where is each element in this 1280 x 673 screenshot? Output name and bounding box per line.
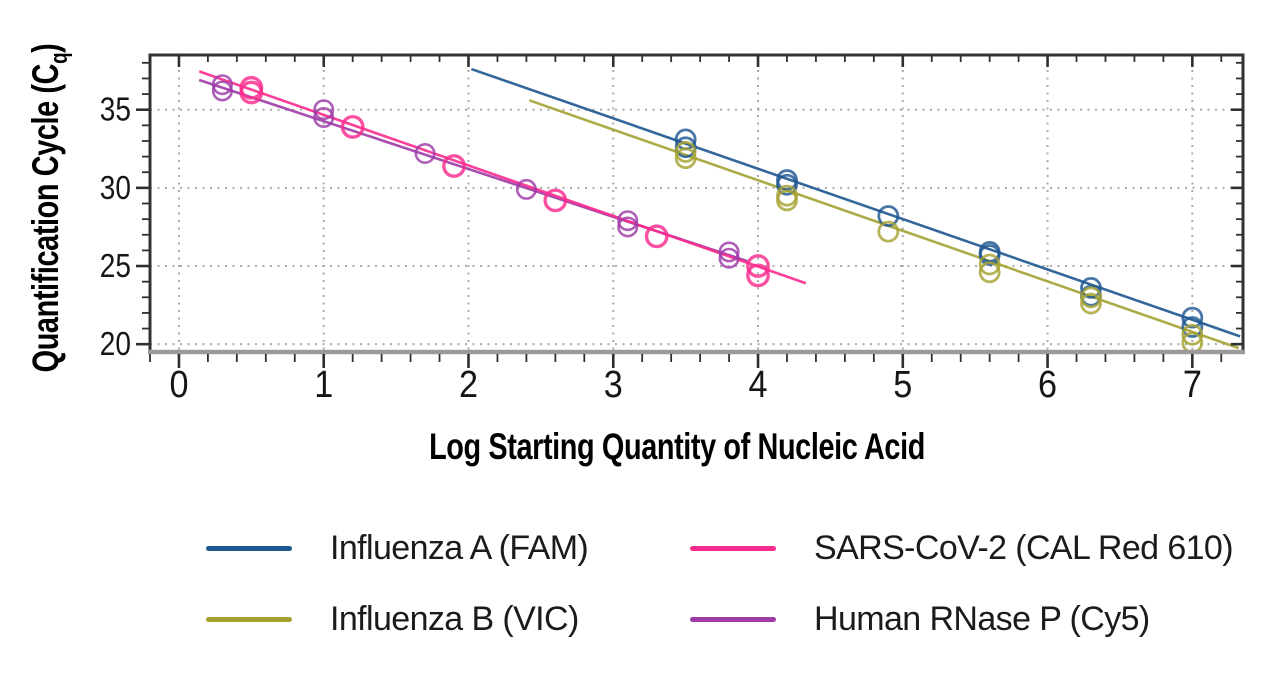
trend-lines	[198, 67, 1241, 350]
data-point	[313, 99, 335, 121]
data-point	[1080, 292, 1102, 315]
data-point	[1181, 316, 1204, 338]
data-point	[776, 173, 798, 196]
x-tick-label: 5	[893, 362, 912, 405]
data-point	[877, 220, 900, 243]
data-point	[978, 244, 1001, 266]
gridlines	[150, 55, 1243, 352]
data-point	[776, 189, 798, 212]
data-point	[211, 74, 233, 96]
y-tick-label: 25	[100, 248, 131, 285]
x-tick-label: 1	[314, 362, 333, 405]
data-point	[515, 178, 537, 200]
y-axis-title: Quantification Cycle (Cq)	[26, 44, 73, 373]
data-point	[1181, 323, 1204, 346]
axes-spines-ticks	[136, 53, 1245, 368]
y-axis-title-main: Quantification Cycle (C	[26, 63, 67, 372]
data-point	[1080, 277, 1102, 299]
data-point	[978, 261, 1001, 284]
x-tick-label: 4	[749, 362, 768, 405]
data-point	[978, 253, 1001, 276]
data-point	[340, 115, 365, 139]
data-point	[746, 263, 770, 288]
y-axis-title-close: )	[26, 44, 67, 53]
x-tick-label: 2	[459, 362, 478, 405]
x-tick-label: 7	[1183, 362, 1202, 405]
data-points	[211, 74, 1204, 354]
data-point	[718, 247, 740, 269]
data-point	[313, 107, 335, 129]
data-point	[543, 188, 568, 213]
data-point	[617, 216, 639, 238]
x-tick-labels: 0 1 2 3 4 5 6 7	[169, 362, 1201, 405]
trend-line	[470, 67, 1241, 338]
y-tick-label: 30	[100, 170, 131, 207]
x-tick-label: 6	[1038, 362, 1057, 405]
data-point	[877, 205, 900, 227]
y-tick-label: 35	[100, 92, 131, 129]
data-point	[617, 210, 639, 232]
data-point	[718, 241, 740, 263]
trend-line	[198, 70, 807, 285]
data-point	[1181, 306, 1204, 329]
data-point	[674, 147, 697, 170]
data-point	[674, 141, 697, 163]
x-tick-label: 0	[169, 362, 188, 405]
data-point	[442, 154, 466, 178]
data-point	[414, 142, 436, 164]
x-tick-label: 3	[604, 362, 623, 405]
data-point	[1080, 286, 1102, 309]
data-point	[644, 224, 669, 249]
data-point	[211, 80, 233, 102]
y-tick-label: 20	[100, 326, 131, 363]
y-tick-labels: 20 25 30 35	[100, 92, 131, 363]
y-axis-title-subscript: q	[46, 53, 73, 64]
data-point	[746, 254, 770, 278]
data-point	[239, 80, 264, 105]
x-axis-title: Log Starting Quantity of Nucleic Acid	[429, 427, 925, 468]
